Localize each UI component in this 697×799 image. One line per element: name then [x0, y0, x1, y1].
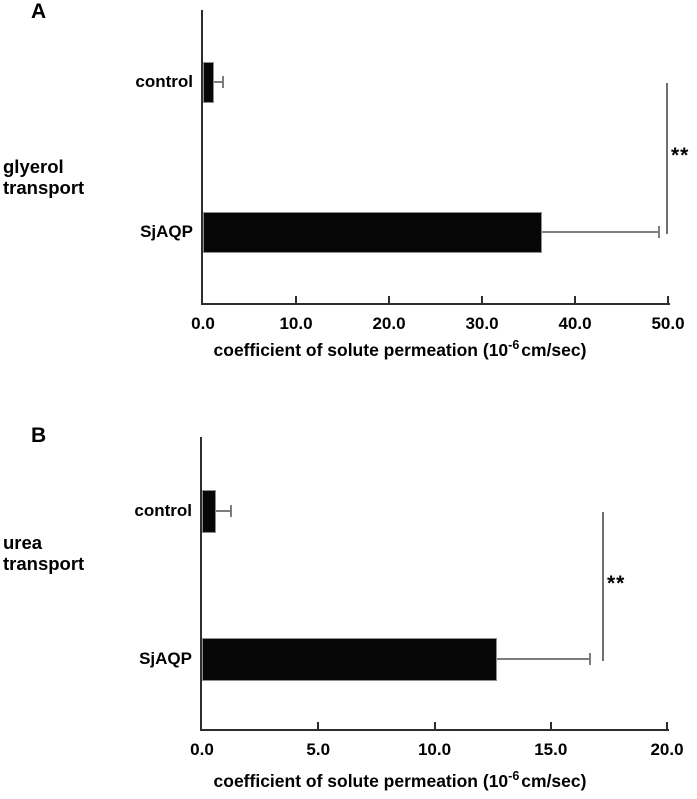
panel-a-row-label: glyerol transport	[3, 156, 84, 198]
significance-bracket	[666, 83, 668, 234]
y-axis-line	[201, 10, 203, 305]
bar-control	[202, 489, 216, 533]
error-bar-cap	[657, 226, 660, 238]
x-tick-label: 20.0	[372, 314, 406, 333]
significance-stars: **	[671, 144, 690, 167]
x-tick-label: 30.0	[465, 314, 499, 333]
x-tick-label: 10.0	[279, 314, 313, 333]
x-axis-title-superscript: -6	[508, 338, 520, 353]
x-tick-label: 5.0	[306, 740, 331, 759]
x-axis-title-superscript: -6	[508, 769, 520, 784]
error-bar	[542, 231, 659, 233]
bar-control	[203, 61, 215, 103]
error-bar-cap	[222, 76, 225, 88]
error-bar	[214, 81, 224, 83]
row-label-line: transport	[3, 553, 85, 574]
x-tick-label: 10.0	[417, 740, 452, 759]
panel-b-row-label: urea transport	[3, 532, 84, 574]
x-axis-tick	[574, 296, 576, 303]
x-tick-label: 50.0	[651, 314, 685, 333]
bar-sjaqp	[203, 211, 543, 253]
x-axis-line	[200, 729, 669, 731]
x-axis-title-units: cm/sec)	[521, 771, 587, 791]
error-bar-cap	[589, 653, 592, 665]
significance-bracket	[602, 512, 604, 661]
category-label-sjaqp: SjAQP	[140, 222, 193, 241]
x-axis-tick	[666, 722, 668, 729]
error-bar	[215, 510, 232, 512]
x-axis-tick	[317, 722, 320, 729]
x-tick-label: 20.0	[650, 740, 684, 759]
error-bar	[497, 658, 591, 660]
category-label-control: control	[134, 501, 192, 520]
x-axis-title-text: coefficient of solute permeation (10	[213, 771, 509, 791]
panel-b-x-axis-title: coefficient of solute permeation (10-6 cm…	[100, 769, 697, 792]
category-label-control: control	[135, 72, 193, 91]
x-axis-title-text: coefficient of solute permeation (10	[213, 340, 509, 360]
bar-sjaqp	[202, 637, 498, 681]
x-tick-label: 0.0	[190, 740, 214, 759]
panel-b-letter: B	[31, 424, 47, 447]
x-axis-line	[201, 303, 670, 305]
x-axis-tick	[481, 296, 483, 303]
row-label-line: glyerol	[3, 156, 64, 177]
row-label-line: transport	[3, 177, 85, 198]
x-tick-label: 15.0	[534, 740, 568, 759]
x-axis-title-units: cm/sec)	[521, 340, 587, 360]
x-axis-tick	[433, 722, 436, 729]
x-tick-label: 40.0	[558, 314, 592, 333]
panel-a-letter: A	[31, 0, 47, 23]
y-axis-line	[200, 437, 202, 731]
category-label-sjaqp: SjAQP	[139, 649, 192, 668]
x-tick-label: 0.0	[191, 314, 215, 333]
row-label-line: urea	[3, 532, 43, 553]
significance-stars: **	[607, 572, 626, 595]
x-axis-tick	[549, 722, 552, 729]
x-axis-tick	[667, 296, 669, 303]
x-axis-tick	[295, 296, 297, 303]
x-axis-tick	[388, 296, 390, 303]
error-bar-cap	[230, 505, 233, 517]
panel-a-x-axis-title: coefficient of solute permeation (10-6 cm…	[100, 338, 697, 361]
